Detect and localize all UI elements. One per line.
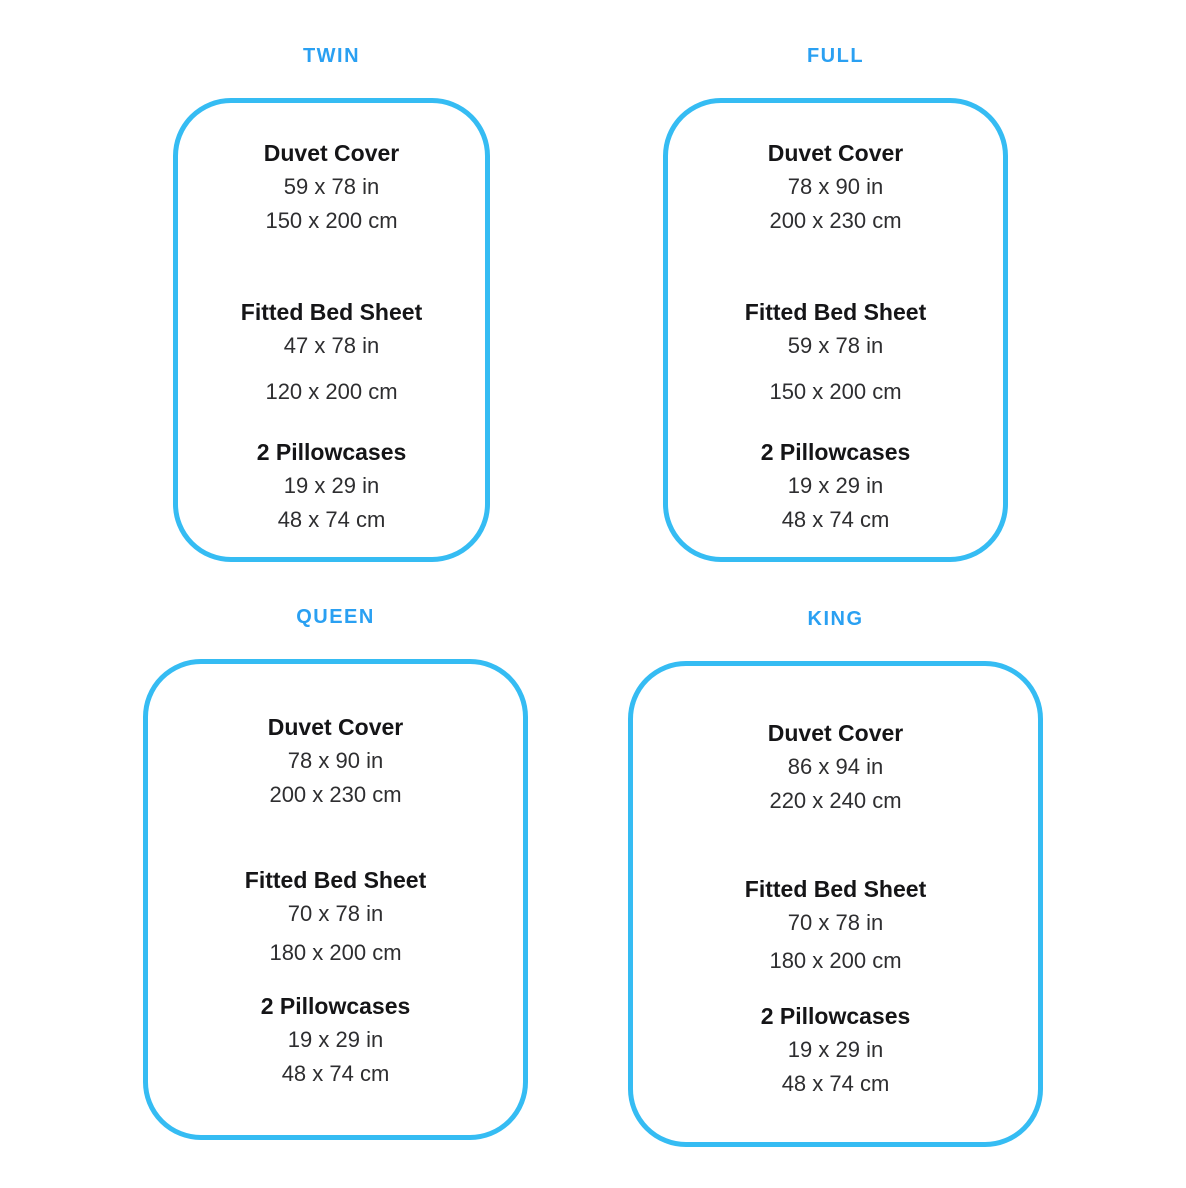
dimension-inches: 59 x 78 in — [283, 174, 380, 199]
item-label: Fitted Bed Sheet — [240, 299, 423, 325]
section-pillowcases: 2 Pillowcases 19 x 29 in 48 x 74 cm — [178, 435, 485, 537]
section-fitted-sheet: Fitted Bed Sheet 70 x 78 in 180 x 200 cm — [148, 863, 523, 970]
section-duvet-cover: Duvet Cover 86 x 94 in 220 x 240 cm — [633, 716, 1038, 818]
size-title-twin: TWIN — [302, 45, 361, 67]
section-fitted-sheet: Fitted Bed Sheet 59 x 78 in 150 x 200 cm — [668, 295, 1003, 409]
dimension-cm: 200 x 230 cm — [269, 782, 402, 807]
size-title-queen: QUEEN — [296, 606, 375, 628]
item-label: 2 Pillowcases — [260, 993, 411, 1019]
item-label: 2 Pillowcases — [256, 439, 407, 465]
size-group-twin: TWIN Duvet Cover 59 x 78 in 150 x 200 cm… — [173, 44, 490, 562]
size-card-full: Duvet Cover 78 x 90 in 200 x 230 cm Fitt… — [663, 98, 1008, 562]
size-card-king: Duvet Cover 86 x 94 in 220 x 240 cm Fitt… — [628, 661, 1043, 1147]
item-label: 2 Pillowcases — [760, 1003, 911, 1029]
dimension-cm: 48 x 74 cm — [277, 507, 386, 532]
size-card-twin: Duvet Cover 59 x 78 in 150 x 200 cm Fitt… — [173, 98, 490, 562]
item-label: Fitted Bed Sheet — [244, 867, 427, 893]
dimension-inches: 19 x 29 in — [283, 473, 380, 498]
section-duvet-cover: Duvet Cover 78 x 90 in 200 x 230 cm — [668, 136, 1003, 238]
size-title-king: KING — [807, 608, 864, 630]
dimension-cm: 220 x 240 cm — [769, 788, 902, 813]
dimension-cm: 120 x 200 cm — [265, 379, 398, 404]
section-duvet-cover: Duvet Cover 59 x 78 in 150 x 200 cm — [178, 136, 485, 238]
dimension-cm: 48 x 74 cm — [781, 1071, 890, 1096]
item-label: Duvet Cover — [767, 720, 904, 746]
dimension-cm: 180 x 200 cm — [769, 948, 902, 973]
dimension-inches: 59 x 78 in — [787, 333, 884, 358]
section-duvet-cover: Duvet Cover 78 x 90 in 200 x 230 cm — [148, 710, 523, 812]
item-label: Fitted Bed Sheet — [744, 299, 927, 325]
dimension-inches: 19 x 29 in — [787, 473, 884, 498]
size-card-queen: Duvet Cover 78 x 90 in 200 x 230 cm Fitt… — [143, 659, 528, 1140]
size-group-queen: QUEEN Duvet Cover 78 x 90 in 200 x 230 c… — [143, 605, 528, 1140]
dimension-inches: 70 x 78 in — [287, 901, 384, 926]
item-label: 2 Pillowcases — [760, 439, 911, 465]
dimension-inches: 19 x 29 in — [787, 1037, 884, 1062]
item-label: Duvet Cover — [263, 140, 400, 166]
dimension-inches: 78 x 90 in — [287, 748, 384, 773]
section-pillowcases: 2 Pillowcases 19 x 29 in 48 x 74 cm — [668, 435, 1003, 537]
size-group-king: KING Duvet Cover 86 x 94 in 220 x 240 cm… — [628, 607, 1043, 1147]
section-pillowcases: 2 Pillowcases 19 x 29 in 48 x 74 cm — [633, 999, 1038, 1101]
dimension-inches: 70 x 78 in — [787, 910, 884, 935]
dimension-cm: 180 x 200 cm — [269, 940, 402, 965]
item-label: Fitted Bed Sheet — [744, 876, 927, 902]
dimension-inches: 86 x 94 in — [787, 754, 884, 779]
size-title-full: FULL — [806, 45, 865, 67]
section-fitted-sheet: Fitted Bed Sheet 47 x 78 in 120 x 200 cm — [178, 295, 485, 409]
section-pillowcases: 2 Pillowcases 19 x 29 in 48 x 74 cm — [148, 989, 523, 1091]
dimension-cm: 200 x 230 cm — [769, 208, 902, 233]
dimension-inches: 78 x 90 in — [787, 174, 884, 199]
dimension-inches: 19 x 29 in — [287, 1027, 384, 1052]
dimension-cm: 48 x 74 cm — [781, 507, 890, 532]
size-group-full: FULL Duvet Cover 78 x 90 in 200 x 230 cm… — [663, 44, 1008, 562]
dimension-cm: 150 x 200 cm — [265, 208, 398, 233]
dimension-inches: 47 x 78 in — [283, 333, 380, 358]
dimension-cm: 48 x 74 cm — [281, 1061, 390, 1086]
section-fitted-sheet: Fitted Bed Sheet 70 x 78 in 180 x 200 cm — [633, 872, 1038, 978]
item-label: Duvet Cover — [767, 140, 904, 166]
dimension-cm: 150 x 200 cm — [769, 379, 902, 404]
item-label: Duvet Cover — [267, 714, 404, 740]
